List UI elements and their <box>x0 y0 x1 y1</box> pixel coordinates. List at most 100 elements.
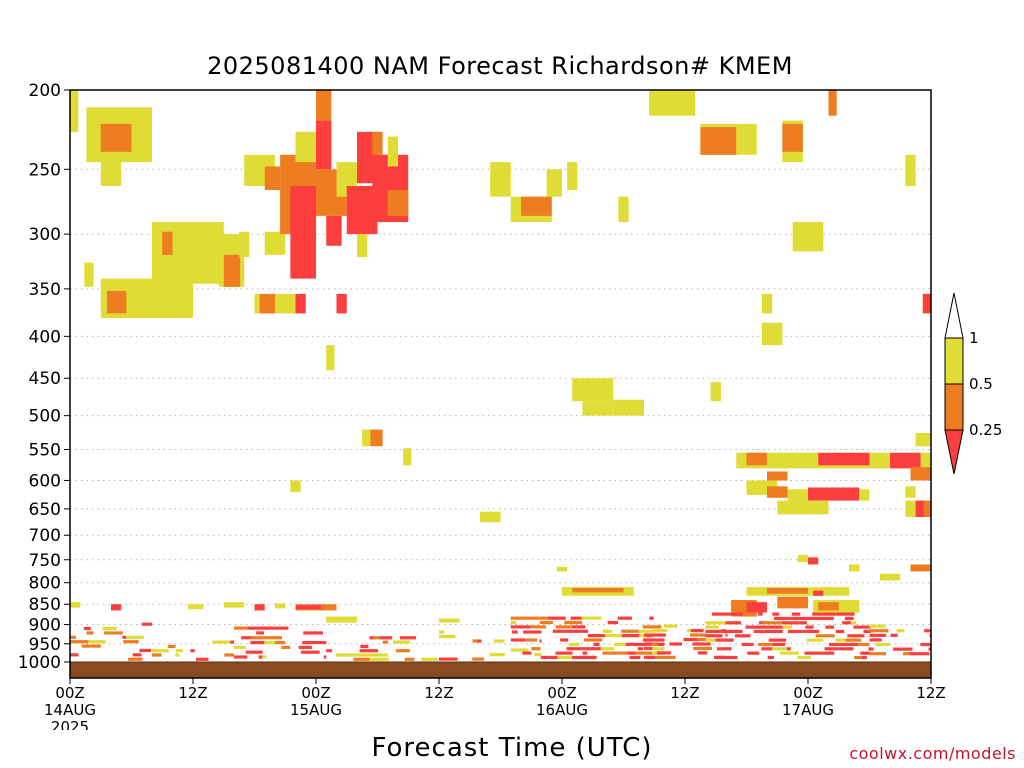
x-tick-label-60-1: 12Z <box>670 684 699 702</box>
ri-streak-7-6 <box>705 638 716 642</box>
x-tick-label-24-2: 15AUG <box>290 701 342 719</box>
ri-streak-4-6 <box>472 657 485 661</box>
ri-streak-3-1 <box>392 640 411 644</box>
ri-streak-1-1 <box>230 640 234 644</box>
ri-streak-2-0 <box>256 626 275 630</box>
ri-streak-6-7 <box>655 655 676 659</box>
ri-cell-10 <box>223 254 241 287</box>
ri-streak-7-7 <box>829 642 840 647</box>
ri-streak-5-6 <box>625 642 646 646</box>
ri-streak-8-5 <box>893 647 913 651</box>
ri-streak-1-3 <box>152 649 169 653</box>
ri-streak-7-0 <box>791 612 801 616</box>
ri-cell-104 <box>70 602 81 608</box>
ri-streak-7-6 <box>811 638 824 642</box>
plot-frame <box>69 89 932 679</box>
ri-streak-5-4 <box>621 634 640 638</box>
ri-cell-60 <box>761 322 783 346</box>
ri-streak-7-3 <box>805 625 814 629</box>
ri-streak-7-10 <box>719 655 728 660</box>
ri-streak-7-4 <box>705 629 722 634</box>
colorbar-label-0.5: 0.5 <box>969 375 993 393</box>
ri-streak-1-4 <box>152 653 162 657</box>
colorbar-label-0.25: 0.25 <box>969 421 1002 439</box>
ri-cell-40 <box>490 162 511 197</box>
ri-cell-5 <box>162 231 173 255</box>
ri-streak-4-4 <box>510 648 529 652</box>
ri-streak-5-2 <box>510 625 531 629</box>
ri-cell-88 <box>572 587 624 593</box>
ri-cell-96 <box>818 602 839 611</box>
x-tick-label-72-1: 00Z <box>793 684 822 702</box>
ri-streak-1-1 <box>212 640 231 644</box>
y-tick-label-1000: 1000 <box>18 653 61 673</box>
ri-streak-7-6 <box>806 638 812 642</box>
ri-streak-7-1 <box>773 616 791 621</box>
ri-streak-0-4 <box>70 640 89 644</box>
ri-streak-7-3 <box>705 625 720 629</box>
ri-streak-7-9 <box>819 651 835 655</box>
ri-streak-8-3 <box>869 638 882 642</box>
ri-streak-5-8 <box>582 651 588 655</box>
ri-cell-93 <box>746 602 767 613</box>
ri-streak-6-4 <box>669 642 683 646</box>
ri-cell-56 <box>828 90 837 116</box>
ri-cell-80 <box>923 500 931 518</box>
ri-streak-5-8 <box>555 651 573 655</box>
y-tick-label-300: 300 <box>29 225 61 245</box>
ri-streak-5-2 <box>576 625 586 629</box>
ri-streak-7-10 <box>854 655 863 660</box>
ri-streak-5-0 <box>570 616 582 620</box>
ri-streak-7-5 <box>705 634 723 638</box>
ri-streak-5-7 <box>652 647 665 651</box>
chart-title: 2025081400 NAM Forecast Richardson# KMEM <box>207 52 793 80</box>
ri-cell-15 <box>259 293 275 314</box>
ri-streak-4-0 <box>511 630 518 634</box>
ri-streak-2-1 <box>256 631 265 635</box>
ri-streak-8-5 <box>928 647 931 651</box>
ri-streak-4-2 <box>539 639 542 643</box>
ri-streak-5-8 <box>522 651 532 655</box>
ri-streak-7-4 <box>863 629 869 634</box>
ri-streak-5-5 <box>642 638 660 642</box>
ri-cell-16 <box>264 231 286 255</box>
ri-cell-57 <box>792 222 824 252</box>
x-tick-label-24-1: 00Z <box>301 684 330 702</box>
ri-streak-5-2 <box>572 625 577 629</box>
ri-streak-8-6 <box>909 652 930 656</box>
ri-streak-5-8 <box>618 651 628 655</box>
ri-streak-7-2 <box>759 621 763 625</box>
ri-streak-2-0 <box>274 626 289 630</box>
ri-streak-5-0 <box>649 616 654 620</box>
ri-streak-1-2 <box>167 644 176 649</box>
ri-cell-48 <box>582 401 614 416</box>
ri-streak-8-2 <box>890 633 898 637</box>
ri-cell-43 <box>546 169 562 197</box>
ri-streak-6-2 <box>655 633 666 637</box>
ri-streak-4-5 <box>534 652 542 657</box>
y-tick-label-850: 850 <box>29 595 61 615</box>
ri-cell-102 <box>275 603 286 609</box>
ri-cell-49 <box>613 399 644 416</box>
ri-streak-7-9 <box>860 651 870 655</box>
credit-text[interactable]: coolwx.com/models <box>849 744 1016 763</box>
ri-streak-8-1 <box>869 629 889 633</box>
ri-streak-7-4 <box>733 629 743 634</box>
ri-streak-3-0 <box>373 636 380 640</box>
ri-streak-2-2 <box>267 636 282 640</box>
ri-cell-20 <box>295 131 316 163</box>
ri-cell-39 <box>290 480 301 493</box>
heatmap-cells <box>70 90 932 661</box>
ri-streak-6-1 <box>686 629 691 633</box>
ri-streak-5-3 <box>602 629 612 633</box>
ri-streak-7-0 <box>835 612 855 616</box>
ri-streak-5-2 <box>555 625 573 629</box>
ri-streak-2-6 <box>258 655 263 659</box>
ri-cell-82 <box>797 554 808 563</box>
ri-streak-7-4 <box>806 629 820 634</box>
ri-streak-2-1 <box>303 631 324 635</box>
ri-cell-27 <box>346 185 378 235</box>
ri-streak-7-6 <box>768 638 787 642</box>
ri-cell-85 <box>879 573 901 581</box>
ri-cell-34 <box>387 136 398 167</box>
